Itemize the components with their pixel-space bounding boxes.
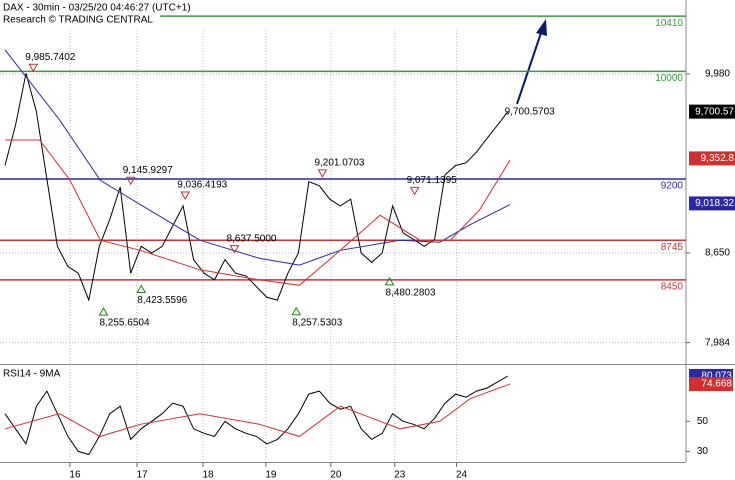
chart-title: DAX - 30min - 03/25/20 04:46:27 (UTC+1)	[3, 3, 191, 14]
pivot-marker	[409, 186, 420, 196]
pivot-marker	[229, 245, 240, 254]
pivot-label: 8,480.2803	[386, 287, 436, 298]
price-tag-label: 9,700.57	[695, 106, 734, 117]
forecast-arrowhead	[536, 19, 547, 36]
price-line	[5, 139, 511, 286]
chart-subtitle: Research © TRADING CENTRAL	[3, 15, 153, 26]
level-label: 10000	[655, 73, 683, 84]
pivot-marker	[28, 63, 39, 73]
rsi-line	[4, 375, 509, 456]
pivot-label: 8,255.6504	[99, 318, 149, 329]
price-tag-label: 9,352.8	[701, 153, 735, 164]
x-tick-label: 16	[69, 470, 81, 480]
y-tick-label: 8,650	[705, 248, 730, 259]
pivot-marker	[98, 307, 109, 316]
level-label: 8745	[661, 242, 684, 253]
pivot-label: 9,985.7402	[25, 52, 75, 63]
x-tick-label: 20	[330, 470, 342, 480]
x-tick-label: 18	[202, 470, 214, 480]
pivot-label: 9,145.9297	[123, 165, 173, 176]
pivot-label: 8,637.5000	[226, 233, 276, 244]
pivot-marker	[317, 169, 328, 178]
pivot-label: 9,700.5703	[505, 106, 555, 117]
pivot-marker	[125, 176, 136, 186]
price-line	[4, 49, 511, 266]
rsi-title: RSI14 - 9MA	[3, 369, 61, 380]
rsi-tag-label: 74.668	[701, 379, 732, 390]
price-line	[4, 73, 509, 302]
level-label: 10410	[655, 18, 683, 29]
pivot-label: 9,071.1395	[407, 175, 457, 186]
level-label: 9200	[661, 181, 684, 192]
x-tick-label: 23	[394, 470, 406, 480]
rsi-line	[4, 383, 511, 437]
pivot-label: 9,036.4193	[177, 180, 227, 191]
price-tag-label: 9,018.32	[695, 198, 734, 209]
x-tick-label: 19	[265, 470, 277, 480]
price-tag	[689, 104, 735, 119]
y-tick-label: 9,980	[705, 69, 730, 80]
pivot-marker	[136, 284, 147, 293]
pivot-marker	[384, 276, 395, 286]
pivot-label: 8,423.5596	[137, 295, 187, 306]
pivot-label: 9,201.0703	[314, 157, 364, 168]
y-tick-label: 30	[697, 446, 709, 457]
pivot-marker	[180, 191, 191, 201]
x-tick-label: 17	[136, 470, 148, 480]
price-tag	[689, 196, 735, 211]
pivot-marker	[291, 306, 302, 316]
level-label: 8450	[661, 282, 684, 293]
price-tag	[689, 151, 735, 166]
rsi-tag-label: 80.073	[701, 371, 732, 382]
x-tick-label: 24	[456, 470, 468, 480]
rsi-tag	[689, 377, 733, 392]
y-tick-label: 50	[697, 416, 709, 427]
y-tick-label: 7,984	[705, 337, 730, 348]
pivot-label: 8,257.5303	[292, 317, 342, 328]
forecast-arrow	[516, 29, 543, 105]
